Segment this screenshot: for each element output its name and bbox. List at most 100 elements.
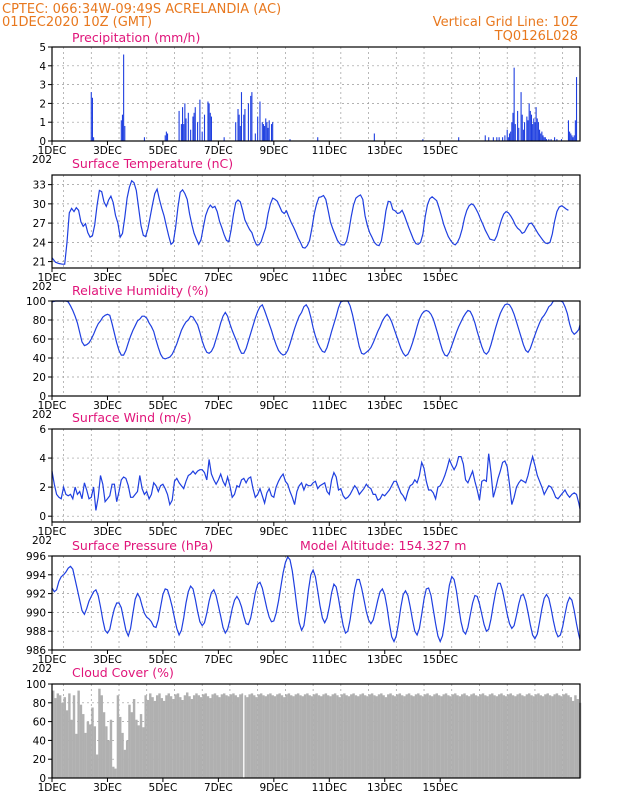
- precip-bar: [539, 129, 541, 141]
- x-tick-label: 13DEC: [367, 272, 402, 284]
- y-tick-label: 60: [33, 717, 46, 729]
- x-tick-label: 1DEC: [38, 145, 67, 157]
- cloud-bar: [292, 696, 295, 778]
- cloud-bar: [537, 693, 540, 778]
- x-tick-label: 1DEC: [38, 400, 67, 412]
- series-line: [51, 179, 569, 265]
- precip-bar: [517, 110, 519, 141]
- precip-bar: [238, 114, 240, 141]
- y-tick-label: 992: [26, 589, 46, 601]
- precip-bar: [251, 92, 253, 141]
- cloud-bar: [84, 732, 87, 778]
- cloud-bar: [320, 696, 323, 778]
- cloud-bar: [107, 740, 110, 778]
- precip-bar: [536, 118, 538, 141]
- x-tick-label: 5DEC: [149, 400, 178, 412]
- precip-bar: [502, 137, 504, 141]
- precip-bar: [184, 103, 186, 141]
- precip-bar: [574, 120, 576, 141]
- cloud-bar: [451, 694, 455, 778]
- cloud-bar: [456, 695, 459, 778]
- cloud-bar: [484, 695, 487, 778]
- y-tick-label: 986: [26, 645, 46, 657]
- cloud-bar: [491, 693, 494, 778]
- x-tick-label: 11DEC: [312, 782, 347, 794]
- precip-bar: [199, 99, 201, 141]
- precip-bar: [187, 112, 189, 141]
- precip-bar: [264, 125, 266, 141]
- cloud-bar: [155, 695, 159, 778]
- cloud-bar: [112, 766, 115, 778]
- x-tick-label: 7DEC: [204, 654, 233, 666]
- cloud-bar: [102, 712, 106, 778]
- precip-bar: [247, 103, 249, 141]
- precip-bar: [178, 110, 180, 141]
- precip-bar: [520, 92, 522, 141]
- cloud-bar: [262, 695, 265, 778]
- precip-bar: [507, 137, 509, 141]
- cloud-bar: [458, 696, 462, 778]
- panel-2: 0 20 40 60 80 100 1DEC 3DEC 5DEC 7DEC 9DEC 11DEC 13D…: [26, 283, 581, 421]
- precip-bar: [569, 131, 571, 141]
- precip-bar: [422, 139, 424, 141]
- cloud-bar: [569, 697, 573, 778]
- y-tick-label: 80: [33, 315, 46, 327]
- cloud-bar: [400, 695, 404, 778]
- cloud-bar: [516, 694, 519, 778]
- cloud-bar: [428, 695, 432, 778]
- y-tick-label: 27: [33, 218, 46, 230]
- cloud-bar: [322, 694, 325, 778]
- cloud-bar: [454, 693, 457, 778]
- panel-title: Surface Wind (m/s): [72, 410, 192, 425]
- cloud-bar: [405, 694, 408, 778]
- cloud-bar: [176, 693, 180, 778]
- precip-bar: [190, 129, 192, 141]
- year-fragment: 202: [32, 281, 52, 293]
- precip-bar: [121, 114, 124, 141]
- cloud-bar: [474, 695, 478, 778]
- y-tick-label: 20: [33, 372, 46, 384]
- plot-frame: [51, 300, 581, 397]
- cloud-bar: [142, 727, 145, 778]
- panel-title: Cloud Cover (%): [72, 665, 174, 680]
- cloud-bar: [248, 694, 251, 778]
- cloud-bar: [380, 693, 383, 778]
- precip-bar: [496, 137, 498, 141]
- x-tick-label: 7DEC: [204, 782, 233, 794]
- precip-bar: [498, 137, 500, 141]
- precip-bar: [183, 124, 185, 141]
- cloud-bar: [172, 699, 175, 778]
- cloud-bar: [377, 694, 381, 778]
- cloud-bar: [504, 696, 508, 778]
- cloud-bar: [574, 695, 577, 778]
- cloud-bar: [564, 693, 568, 778]
- cloud-bar: [442, 694, 445, 778]
- y-tick-label: 60: [33, 334, 46, 346]
- cloud-bar: [149, 693, 152, 778]
- cloud-bar: [264, 696, 268, 778]
- cloud-bar: [77, 690, 80, 778]
- series-line: [51, 300, 581, 360]
- cloud-bar: [368, 694, 371, 778]
- y-tick-label: 6: [39, 424, 46, 436]
- x-tick-label: 15DEC: [422, 526, 457, 538]
- panel-title: Relative Humidity (%): [72, 283, 209, 298]
- cloud-bar: [373, 695, 376, 778]
- precip-bar: [164, 135, 166, 141]
- cloud-bar: [54, 698, 57, 778]
- precip-bar: [261, 122, 263, 141]
- precip-bar: [522, 129, 524, 141]
- precip-bar: [527, 120, 529, 141]
- panel-0: 0 1 2 3 4 5 1DEC 3DEC 5DEC 7DEC 9DEC 11DEC 13DEC 15DE…: [32, 30, 581, 166]
- cloud-bar: [128, 704, 131, 778]
- precip-bar: [523, 122, 526, 141]
- precip-bar: [504, 135, 506, 141]
- cloud-bar: [407, 693, 411, 778]
- precip-bar: [513, 67, 515, 141]
- cloud-bar: [363, 695, 367, 778]
- cloud-bar: [153, 700, 157, 778]
- precip-bar: [528, 103, 530, 141]
- x-tick-label: 7DEC: [204, 400, 233, 412]
- cloud-bar: [393, 696, 397, 778]
- cloud-bar: [548, 695, 552, 778]
